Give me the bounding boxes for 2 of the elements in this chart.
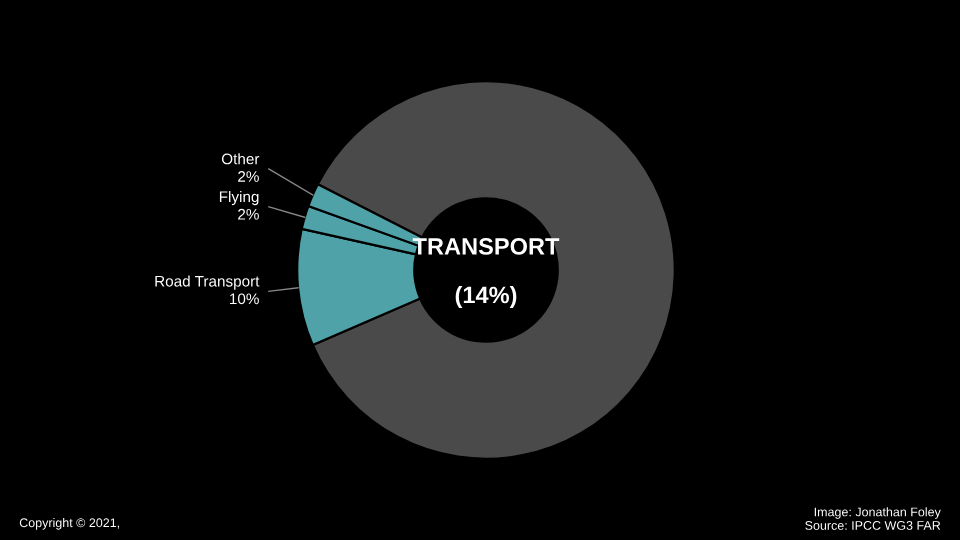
text: (14%) (455, 286, 517, 309)
text: TRANSPORT (412, 238, 560, 255)
